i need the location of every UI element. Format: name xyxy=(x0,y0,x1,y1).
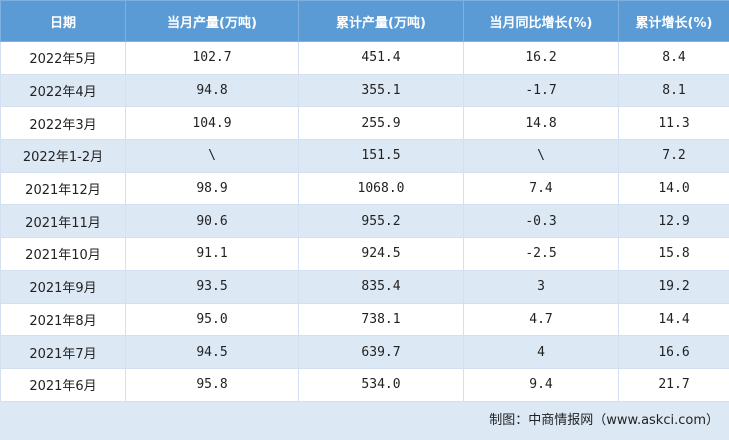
table-cell: 14.4 xyxy=(619,303,729,336)
table-cell: 2021年7月 xyxy=(1,336,126,369)
header-cell: 累计增长(%) xyxy=(619,1,729,42)
table-cell: 2022年3月 xyxy=(1,107,126,140)
table-cell: 2022年4月 xyxy=(1,74,126,107)
table-cell: 355.1 xyxy=(299,74,464,107)
table-cell: 955.2 xyxy=(299,205,464,238)
table-cell: 255.9 xyxy=(299,107,464,140)
table-cell: 2022年5月 xyxy=(1,42,126,75)
table-cell: \ xyxy=(126,140,299,173)
table-cell: 4.7 xyxy=(464,303,619,336)
table-cell: 2021年12月 xyxy=(1,172,126,205)
header-cell: 当月同比增长(%) xyxy=(464,1,619,42)
table-cell: 98.9 xyxy=(126,172,299,205)
table-cell: -2.5 xyxy=(464,238,619,271)
table-cell: 95.0 xyxy=(126,303,299,336)
table-cell: 534.0 xyxy=(299,368,464,401)
table-cell: 2021年10月 xyxy=(1,238,126,271)
table-cell: 7.4 xyxy=(464,172,619,205)
table-cell: 104.9 xyxy=(126,107,299,140)
table-cell: \ xyxy=(464,140,619,173)
table-cell: 90.6 xyxy=(126,205,299,238)
table-cell: 12.9 xyxy=(619,205,729,238)
table-cell: 2021年11月 xyxy=(1,205,126,238)
header-row: 日期当月产量(万吨)累计产量(万吨)当月同比增长(%)累计增长(%) xyxy=(1,1,729,42)
table-cell: -0.3 xyxy=(464,205,619,238)
table-cell: 4 xyxy=(464,336,619,369)
table-cell: 9.4 xyxy=(464,368,619,401)
table-cell: 14.8 xyxy=(464,107,619,140)
table-cell: 14.0 xyxy=(619,172,729,205)
table-cell: 835.4 xyxy=(299,270,464,303)
table-cell: 16.2 xyxy=(464,42,619,75)
header-cell: 日期 xyxy=(1,1,126,42)
table-cell: 102.7 xyxy=(126,42,299,75)
table-cell: 16.6 xyxy=(619,336,729,369)
table-cell: 924.5 xyxy=(299,238,464,271)
table-cell: 451.4 xyxy=(299,42,464,75)
table-cell: 151.5 xyxy=(299,140,464,173)
table-cell: 91.1 xyxy=(126,238,299,271)
table-cell: 95.8 xyxy=(126,368,299,401)
table-cell: 2021年8月 xyxy=(1,303,126,336)
header-cell: 累计产量(万吨) xyxy=(299,1,464,42)
table-cell: 11.3 xyxy=(619,107,729,140)
data-table: 日期当月产量(万吨)累计产量(万吨)当月同比增长(%)累计增长(%) 2022年… xyxy=(0,0,729,402)
table-cell: 8.4 xyxy=(619,42,729,75)
table-cell: 2022年1-2月 xyxy=(1,140,126,173)
table-cell: -1.7 xyxy=(464,74,619,107)
table-row: 2022年1-2月\151.5\7.2 xyxy=(1,140,729,173)
table-cell: 21.7 xyxy=(619,368,729,401)
table-cell: 738.1 xyxy=(299,303,464,336)
table-cell: 1068.0 xyxy=(299,172,464,205)
table-cell: 2021年9月 xyxy=(1,270,126,303)
table-cell: 93.5 xyxy=(126,270,299,303)
table-cell: 94.5 xyxy=(126,336,299,369)
table-cell: 7.2 xyxy=(619,140,729,173)
table-cell: 94.8 xyxy=(126,74,299,107)
table-cell: 15.8 xyxy=(619,238,729,271)
header-cell: 当月产量(万吨) xyxy=(126,1,299,42)
table-cell: 19.2 xyxy=(619,270,729,303)
table-cell: 2021年6月 xyxy=(1,368,126,401)
table-cell: 639.7 xyxy=(299,336,464,369)
table-cell: 3 xyxy=(464,270,619,303)
source-note: 制图：中商情报网（www.askci.com） xyxy=(0,402,729,440)
table-cell: 8.1 xyxy=(619,74,729,107)
